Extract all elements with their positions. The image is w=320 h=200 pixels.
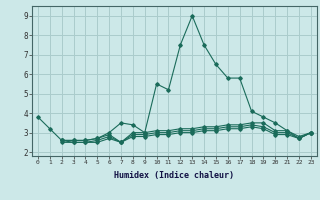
- X-axis label: Humidex (Indice chaleur): Humidex (Indice chaleur): [115, 171, 234, 180]
